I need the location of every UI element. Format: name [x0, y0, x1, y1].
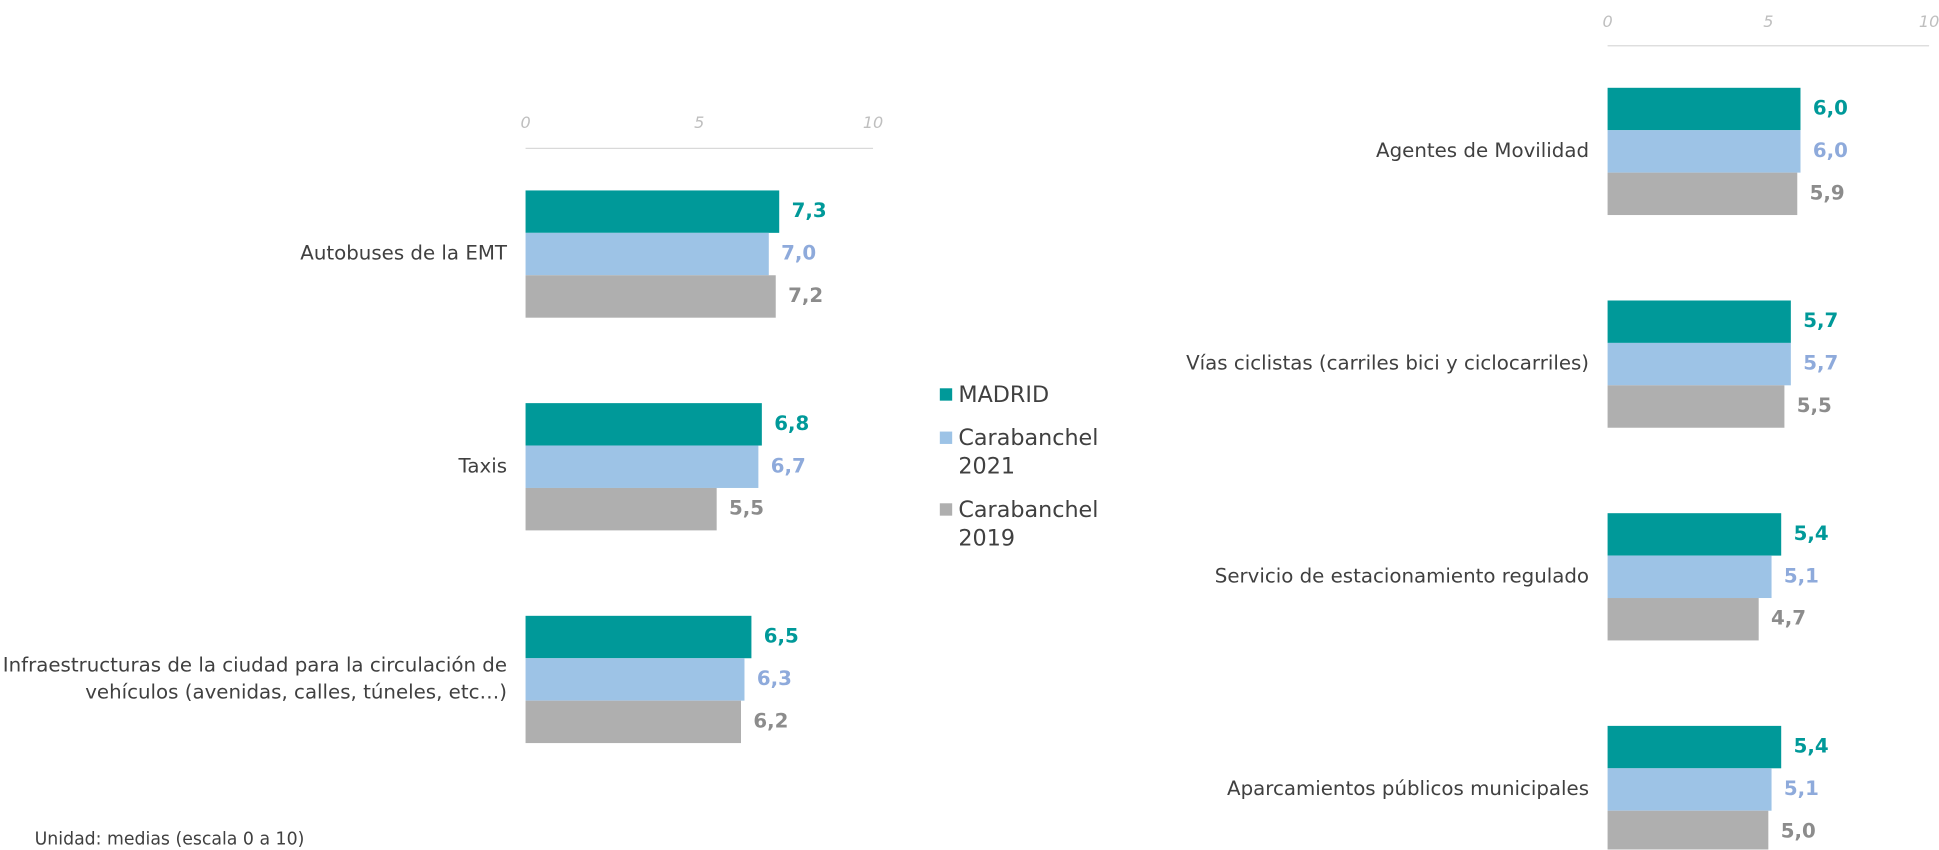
legend-label: Carabanchel 2019: [958, 497, 1099, 552]
legend-entry: MADRID: [939, 381, 1125, 409]
value-label: 6,0: [1813, 97, 1848, 120]
bar: [1607, 300, 1791, 343]
bar: [525, 487, 717, 531]
bar: [525, 615, 752, 659]
bar: [1607, 172, 1798, 216]
legend-swatch: [939, 503, 953, 516]
value-label: 6,7: [771, 454, 806, 477]
bar: [1607, 385, 1785, 428]
category-label: Servicio de estacionamiento regulado: [1214, 564, 1590, 588]
value-label: 4,7: [1771, 607, 1806, 630]
bar: [525, 658, 745, 701]
category-label: Taxis: [458, 454, 508, 478]
value-label: 7,3: [792, 199, 827, 222]
x-tick-label: 0: [1602, 12, 1612, 31]
x-tick-label: 5: [1763, 12, 1773, 31]
bar: [1607, 598, 1759, 641]
bar: [525, 190, 780, 233]
value-label: 5,4: [1794, 522, 1829, 545]
bar: [1607, 342, 1791, 386]
value-label: 5,7: [1803, 309, 1838, 332]
x-tick-label: 10: [1919, 12, 1939, 31]
legend-label: Carabanchel 2021: [958, 425, 1099, 480]
bar: [1607, 555, 1772, 599]
value-label: 5,5: [1797, 394, 1832, 417]
value-label: 5,5: [729, 497, 764, 520]
legend-swatch: [939, 388, 953, 401]
legend: MADRID Carabanchel 2021 Carabanchel 2019: [939, 381, 1125, 568]
value-label: 5,1: [1784, 777, 1819, 800]
value-label: 7,0: [781, 242, 816, 265]
legend-entry: Carabanchel 2019: [939, 496, 1125, 553]
bar: [525, 700, 741, 744]
bar: [1607, 768, 1772, 811]
value-label: 6,0: [1813, 139, 1848, 162]
bar: [1607, 87, 1801, 131]
bar: [1607, 513, 1782, 556]
x-tick-label: 10: [863, 113, 883, 132]
bar: [1607, 810, 1769, 850]
category-label: Autobuses de la EMT: [300, 241, 508, 266]
legend-swatch: [939, 431, 953, 444]
value-label: 6,2: [753, 709, 788, 732]
legend-entry: Carabanchel 2021: [939, 424, 1125, 481]
value-label: 5,4: [1794, 735, 1829, 758]
value-label: 6,3: [757, 667, 792, 690]
bar: [1607, 725, 1782, 769]
bar: [1607, 130, 1801, 173]
value-label: 5,0: [1781, 819, 1816, 842]
value-label: 5,1: [1784, 564, 1819, 587]
category-label: Infraestructuras de la ciudad para la ci…: [2, 653, 508, 705]
note: Unidad: medias (escala 0 a 10): [34, 829, 305, 850]
value-label: 7,2: [788, 284, 823, 307]
x-tick-label: 0: [520, 113, 530, 132]
x-tick-label: 5: [694, 113, 704, 132]
bar: [525, 275, 776, 318]
bar: [525, 445, 759, 488]
category-label: Aparcamientos públicos municipales: [1227, 777, 1590, 801]
bar: [525, 232, 769, 276]
bar: [525, 403, 762, 446]
value-label: 5,9: [1810, 181, 1845, 204]
category-label: Agentes de Movilidad: [1376, 139, 1590, 163]
value-label: 5,7: [1803, 352, 1838, 375]
category-label: Vías ciclistas (carriles bici y ciclocar…: [1186, 351, 1590, 376]
legend-label: MADRID: [958, 382, 1050, 409]
value-label: 6,8: [774, 412, 809, 435]
value-label: 6,5: [764, 625, 799, 648]
